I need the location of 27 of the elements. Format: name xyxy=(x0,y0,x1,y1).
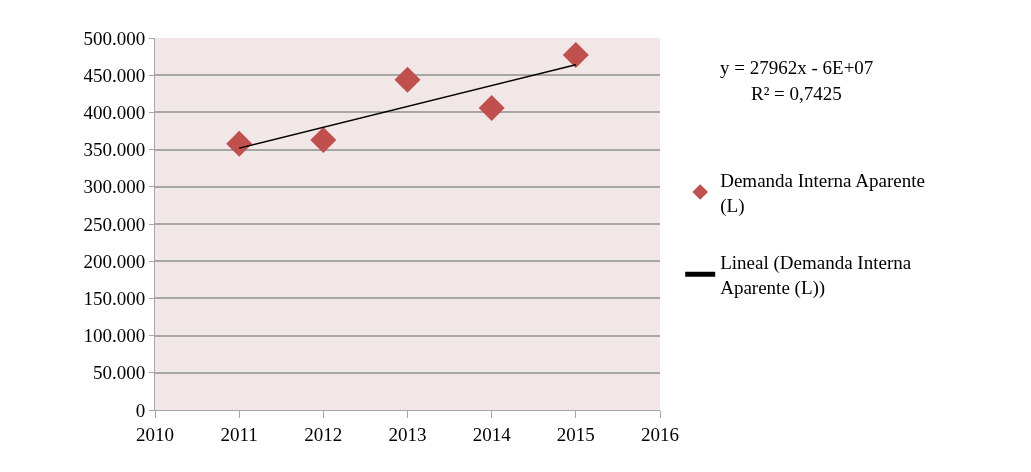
x-tick-label: 2011 xyxy=(220,423,258,445)
y-tick-label: 500.000 xyxy=(83,27,146,49)
y-tick-label: 300.000 xyxy=(83,176,146,198)
y-tick-label: 50.000 xyxy=(92,362,146,384)
text: R² = 0,7425 xyxy=(751,83,842,104)
y-tick-label: 250.000 xyxy=(83,213,146,235)
x-tick-label: 2010 xyxy=(136,423,174,445)
y-tick-label: 200.000 xyxy=(83,250,146,272)
y-tick-label: 150.000 xyxy=(83,288,146,310)
y-tick-label: 0 xyxy=(135,399,146,421)
y-tick-label: 400.000 xyxy=(83,102,146,124)
point xyxy=(478,94,505,121)
x-tick-label: 2013 xyxy=(388,423,427,445)
x-tick-label: 2014 xyxy=(472,423,512,445)
text: y = 27962x - 6E+07 xyxy=(720,57,874,78)
x-tick-label: 2012 xyxy=(304,423,343,445)
point xyxy=(562,42,589,69)
point xyxy=(394,66,421,93)
point xyxy=(310,126,337,153)
legend-label: Demanda Interna Aparente (L) xyxy=(720,170,925,217)
x-tick-label: 2016 xyxy=(641,423,679,445)
x-tick-label: 2015 xyxy=(556,423,595,445)
y-tick-label: 450.000 xyxy=(83,64,146,86)
y-tick-label: 100.000 xyxy=(83,325,146,347)
y-tick-label: 350.000 xyxy=(83,139,146,161)
point xyxy=(226,130,253,157)
legend-label: Lineal (Demanda Interna Aparente (L)) xyxy=(720,252,912,300)
